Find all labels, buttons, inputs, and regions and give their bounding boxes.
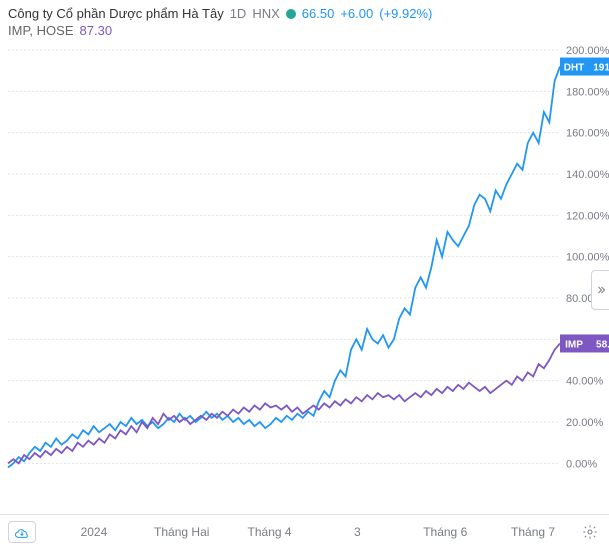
- settings-button[interactable]: [579, 521, 601, 543]
- svg-text:120.00%: 120.00%: [566, 210, 609, 222]
- svg-text:0.00%: 0.00%: [566, 458, 597, 470]
- x-axis-labels: 2024 Tháng Hai Tháng 4 3 Tháng 6 Tháng 7: [44, 525, 571, 539]
- last-price: 66.50: [302, 6, 335, 21]
- gear-icon: [582, 524, 598, 540]
- svg-text:191.67%: 191.67%: [593, 63, 609, 74]
- svg-text:160.00%: 160.00%: [566, 128, 609, 140]
- series-badge-dht: DHT 191.67%: [560, 58, 609, 76]
- chevrons-right-icon: [595, 284, 607, 296]
- header-line-2: IMP, HOSE 87.30: [8, 23, 601, 38]
- x-tick-label: 3: [307, 525, 395, 539]
- interval-label[interactable]: 1D: [230, 6, 247, 21]
- series-badge-imp: IMP 58.15%: [560, 334, 609, 352]
- svg-text:200.00%: 200.00%: [566, 45, 609, 57]
- price-chart-svg: 0.00%20.00%40.00%60.00%80.00%100.00%120.…: [0, 44, 609, 514]
- collapse-panel-button[interactable]: [591, 270, 609, 310]
- svg-text:140.00%: 140.00%: [566, 169, 609, 181]
- svg-text:DHT: DHT: [564, 63, 585, 74]
- series-line-imp: [8, 344, 560, 464]
- x-tick-label: Tháng Hai: [132, 525, 220, 539]
- instrument-title[interactable]: Công ty Cổ phần Dược phẩm Hà Tây: [8, 6, 224, 21]
- x-tick-label: Tháng 7: [483, 525, 571, 539]
- chart-area[interactable]: 0.00%20.00%40.00%60.00%80.00%100.00%120.…: [0, 44, 609, 514]
- secondary-ticker[interactable]: IMP, HOSE: [8, 23, 74, 38]
- svg-text:20.00%: 20.00%: [566, 417, 604, 429]
- secondary-price: 87.30: [80, 23, 113, 38]
- price-change-pct: (+9.92%): [379, 6, 432, 21]
- x-tick-label: 2024: [44, 525, 132, 539]
- bottom-toolbar: 2024 Tháng Hai Tháng 4 3 Tháng 6 Tháng 7: [0, 514, 609, 548]
- svg-text:180.00%: 180.00%: [566, 86, 609, 98]
- svg-text:58.15%: 58.15%: [596, 339, 609, 350]
- cloud-download-button[interactable]: [8, 521, 36, 543]
- exchange-label: HNX: [252, 6, 279, 21]
- price-change: +6.00: [340, 6, 373, 21]
- header-line-1: Công ty Cổ phần Dược phẩm Hà Tây 1D HNX …: [8, 6, 601, 21]
- x-tick-label: Tháng 4: [220, 525, 308, 539]
- svg-text:IMP: IMP: [565, 339, 583, 350]
- status-dot-icon: [286, 9, 296, 19]
- svg-text:100.00%: 100.00%: [566, 252, 609, 264]
- chart-header: Công ty Cổ phần Dược phẩm Hà Tây 1D HNX …: [0, 0, 609, 40]
- cloud-download-icon: [14, 526, 30, 538]
- svg-text:40.00%: 40.00%: [566, 376, 604, 388]
- x-tick-label: Tháng 6: [395, 525, 483, 539]
